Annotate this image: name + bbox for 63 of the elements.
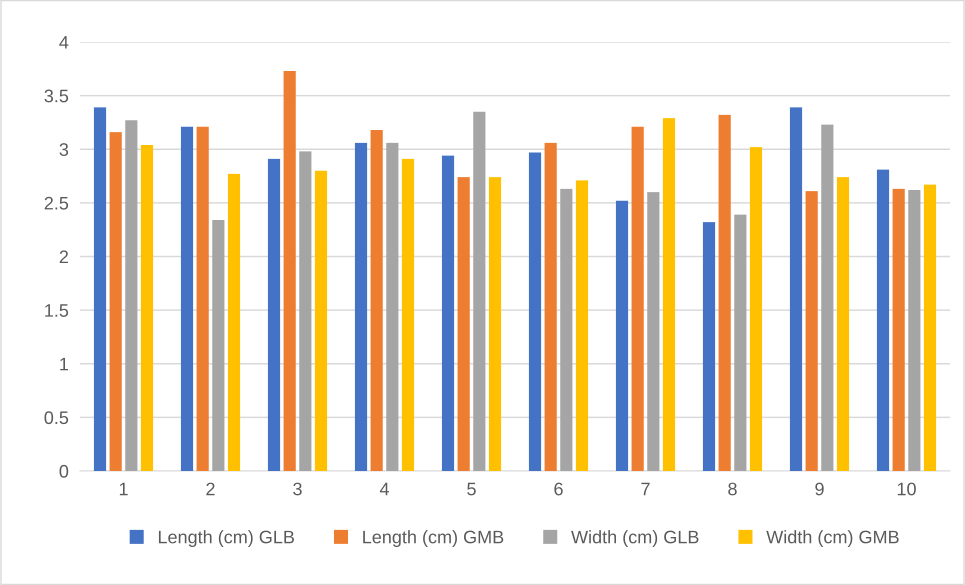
bar — [528, 152, 542, 471]
bar — [616, 200, 628, 471]
bar — [94, 107, 106, 471]
bar — [892, 188, 905, 471]
legend-label: Width (cm) GMB — [766, 530, 899, 547]
bar — [750, 147, 762, 471]
bar — [370, 130, 383, 471]
bar — [180, 126, 194, 471]
x-tick-label: 1 — [120, 482, 128, 496]
y-tick-label: 1 — [60, 358, 68, 370]
bar — [718, 114, 731, 471]
bar — [924, 184, 936, 471]
bar — [299, 151, 312, 471]
bar — [402, 158, 414, 471]
y-tick-label: 2.5 — [44, 196, 68, 210]
bar — [488, 177, 502, 471]
bar — [110, 132, 122, 471]
bar — [544, 142, 557, 471]
bar — [228, 174, 240, 471]
x-tick-label: 6 — [554, 482, 563, 496]
bar — [212, 220, 224, 471]
bar — [354, 142, 368, 471]
x-tick-label: 10 — [898, 482, 916, 496]
bar — [576, 180, 588, 471]
legend-label: Length (cm) GMB — [363, 530, 504, 547]
bar — [125, 120, 138, 471]
bar — [821, 124, 834, 471]
x-tick-label: 5 — [467, 482, 476, 496]
bar — [196, 126, 209, 471]
y-tick-label: 0 — [60, 464, 68, 478]
y-tick-label: 2 — [60, 250, 68, 264]
x-tick-label: 2 — [206, 482, 215, 496]
bar — [314, 170, 328, 471]
bar — [458, 177, 470, 471]
bar — [908, 190, 920, 471]
bar — [386, 142, 398, 471]
bar — [140, 144, 154, 471]
bar — [560, 188, 572, 471]
y-tick-label: 0.5 — [44, 411, 68, 424]
x-tick-label: 7 — [641, 482, 650, 496]
bar — [702, 222, 716, 471]
bar — [734, 214, 746, 471]
y-tick-label: 4 — [59, 36, 68, 49]
x-tick-label: 3 — [293, 482, 302, 496]
x-tick-label: 8 — [728, 482, 737, 496]
legend-label: Width (cm) GLB — [571, 530, 698, 547]
bar — [268, 158, 280, 471]
bar — [473, 112, 486, 471]
bar — [876, 170, 890, 471]
bar — [790, 107, 802, 471]
y-tick-label: 1.5 — [45, 304, 68, 317]
y-tick-label: 3 — [60, 143, 68, 156]
bar — [662, 118, 676, 471]
bar — [632, 126, 644, 471]
bar — [806, 191, 818, 471]
bar — [647, 192, 660, 471]
bar — [836, 177, 850, 471]
bar — [284, 70, 296, 471]
bar — [442, 156, 454, 471]
x-tick-label: 9 — [815, 482, 824, 496]
x-tick-label: 4 — [380, 482, 389, 496]
y-tick-label: 3.5 — [44, 90, 68, 102]
legend-label: Length (cm) GLB — [158, 530, 294, 547]
